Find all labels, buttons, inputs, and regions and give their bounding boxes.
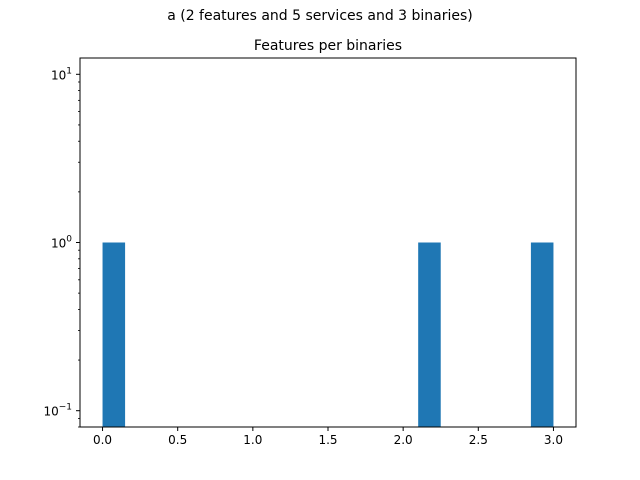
- bars-group: [102, 242, 554, 427]
- x-tick-label-5: 2.5: [469, 433, 488, 447]
- figure-suptitle: a (2 features and 5 services and 3 binar…: [167, 8, 473, 24]
- y-tick-label-0: 10−1: [43, 403, 72, 419]
- x-tick-label-2: 1.0: [243, 433, 262, 447]
- bar-1: [418, 242, 441, 427]
- y-tick-label-1: 100: [51, 235, 72, 251]
- x-tick-label-3: 1.5: [318, 433, 337, 447]
- x-tick-label-4: 2.0: [394, 433, 413, 447]
- plot-frame: [79, 57, 577, 428]
- y-tick-label-2: 101: [51, 66, 72, 82]
- y-axis: 10−1 100 101: [43, 66, 80, 428]
- x-axis: 0.0 0.5 1.0 1.5 2.0 2.5 3.0: [93, 427, 563, 447]
- x-tick-label-0: 0.0: [93, 433, 112, 447]
- x-tick-label-6: 3.0: [544, 433, 563, 447]
- chart-title: Features per binaries: [254, 38, 402, 54]
- bar-2: [530, 242, 554, 427]
- x-tick-label-1: 0.5: [168, 433, 187, 447]
- bar-0: [102, 242, 126, 427]
